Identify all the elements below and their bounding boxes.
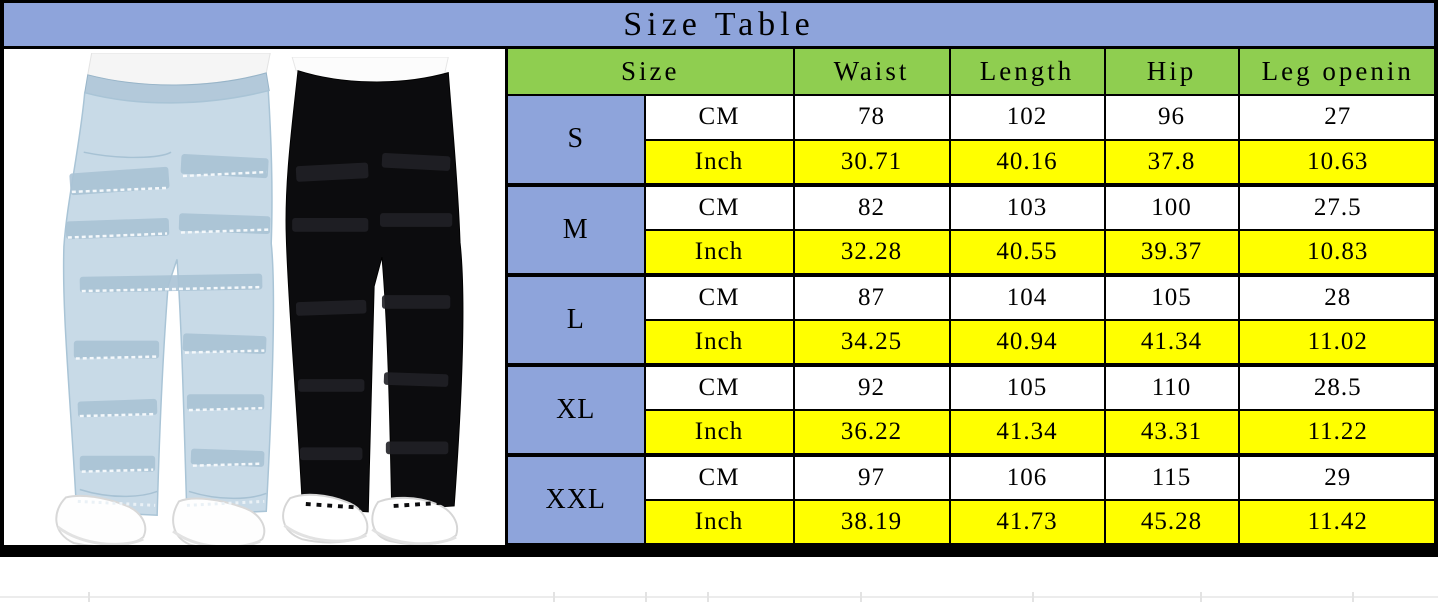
value-cell: 40.55 (948, 228, 1106, 276)
unit-cell: Inch (643, 318, 795, 366)
value-cell: 41.34 (1103, 318, 1240, 366)
column-header-hip: Hip (1103, 46, 1240, 96)
table-row-s-cm: S CM 78 102 96 27 (505, 93, 1438, 186)
column-header-waist: Waist (792, 46, 951, 96)
unit-cell: CM (643, 272, 795, 321)
size-cell-l: L (505, 272, 646, 366)
faint-grid-tick (645, 592, 647, 602)
value-cell: 105 (948, 362, 1106, 411)
table-row-xl-inch: Inch 36.22 41.34 43.31 11.22 (507, 408, 1438, 456)
page-title: Size Table (623, 5, 815, 43)
unit-cell: CM (643, 182, 795, 231)
value-cell: 38.19 (792, 498, 951, 546)
faint-gridline (0, 596, 1438, 598)
column-header-length: Length (948, 46, 1106, 96)
bottom-border-line (0, 545, 1438, 557)
right-border-line (1434, 0, 1438, 557)
light-jeans-photo (55, 53, 275, 545)
title-banner: Size Table (4, 3, 1434, 49)
unit-cell: Inch (643, 138, 795, 186)
value-cell: 102 (948, 93, 1106, 141)
value-cell: 43.31 (1103, 408, 1240, 456)
size-cell-xl: XL (505, 362, 646, 456)
value-cell: 87 (792, 272, 951, 321)
size-cell-xxl: XXL (505, 452, 646, 546)
value-cell: 104 (948, 272, 1106, 321)
value-cell: 32.28 (792, 228, 951, 276)
faint-grid-tick (707, 592, 709, 602)
value-cell: 103 (948, 182, 1106, 231)
table-row-xl-cm: XL CM 92 105 110 28.5 (505, 362, 1438, 456)
unit-cell: CM (643, 362, 795, 411)
value-cell: 40.16 (948, 138, 1106, 186)
value-cell: 27 (1237, 93, 1438, 141)
table-row-m-cm: M CM 82 103 100 27.5 (505, 182, 1438, 276)
value-cell: 115 (1103, 452, 1240, 501)
value-cell: 27.5 (1237, 182, 1438, 231)
value-cell: 10.83 (1237, 228, 1438, 276)
size-cell-m: M (505, 182, 646, 276)
unit-cell: Inch (643, 498, 795, 546)
value-cell: 97 (792, 452, 951, 501)
column-header-leg-opening: Leg openin (1237, 46, 1438, 96)
value-cell: 29 (1237, 452, 1438, 501)
value-cell: 28 (1237, 272, 1438, 321)
unit-cell: Inch (643, 408, 795, 456)
size-table: Size Waist Length Hip Leg openin S CM 78… (505, 46, 1438, 546)
value-cell: 11.42 (1237, 498, 1438, 546)
faint-grid-tick (88, 592, 90, 602)
table-row-m-inch: Inch 32.28 40.55 39.37 10.83 (507, 228, 1438, 276)
value-cell: 10.63 (1237, 138, 1438, 186)
table-row-l-cm: L CM 87 104 105 28 (505, 272, 1438, 366)
unit-cell: CM (643, 452, 795, 501)
value-cell: 30.71 (792, 138, 951, 186)
value-cell: 28.5 (1237, 362, 1438, 411)
faint-grid-tick (1032, 592, 1034, 602)
unit-cell: Inch (643, 228, 795, 276)
value-cell: 92 (792, 362, 951, 411)
black-jeans-photo (282, 57, 464, 545)
value-cell: 100 (1103, 182, 1240, 231)
left-border-line (0, 0, 4, 557)
value-cell: 41.34 (948, 408, 1106, 456)
column-header-size: Size (505, 46, 795, 96)
value-cell: 110 (1103, 362, 1240, 411)
value-cell: 11.02 (1237, 318, 1438, 366)
value-cell: 106 (948, 452, 1106, 501)
value-cell: 41.73 (948, 498, 1106, 546)
table-row-xxl-cm: XXL CM 97 106 115 29 (505, 452, 1438, 546)
table-row-l-inch: Inch 34.25 40.94 41.34 11.02 (507, 318, 1438, 366)
table-row-xxl-inch: Inch 38.19 41.73 45.28 11.42 (507, 498, 1438, 546)
unit-cell: CM (643, 93, 795, 141)
value-cell: 45.28 (1103, 498, 1240, 546)
value-cell: 39.37 (1103, 228, 1240, 276)
value-cell: 40.94 (948, 318, 1106, 366)
faint-grid-tick (1352, 592, 1354, 602)
value-cell: 34.25 (792, 318, 951, 366)
value-cell: 11.22 (1237, 408, 1438, 456)
table-row-s-inch: Inch 30.71 40.16 37.8 10.63 (507, 138, 1438, 186)
product-photo-panel (4, 49, 505, 545)
value-cell: 105 (1103, 272, 1240, 321)
faint-grid-tick (860, 592, 862, 602)
table-header-row: Size Waist Length Hip Leg openin (505, 46, 1438, 96)
value-cell: 78 (792, 93, 951, 141)
top-border-line (0, 0, 1438, 3)
size-cell-s: S (505, 93, 646, 186)
value-cell: 36.22 (792, 408, 951, 456)
faint-grid-tick (1200, 592, 1202, 602)
value-cell: 96 (1103, 93, 1240, 141)
faint-grid-tick (553, 592, 555, 602)
value-cell: 37.8 (1103, 138, 1240, 186)
value-cell: 82 (792, 182, 951, 231)
